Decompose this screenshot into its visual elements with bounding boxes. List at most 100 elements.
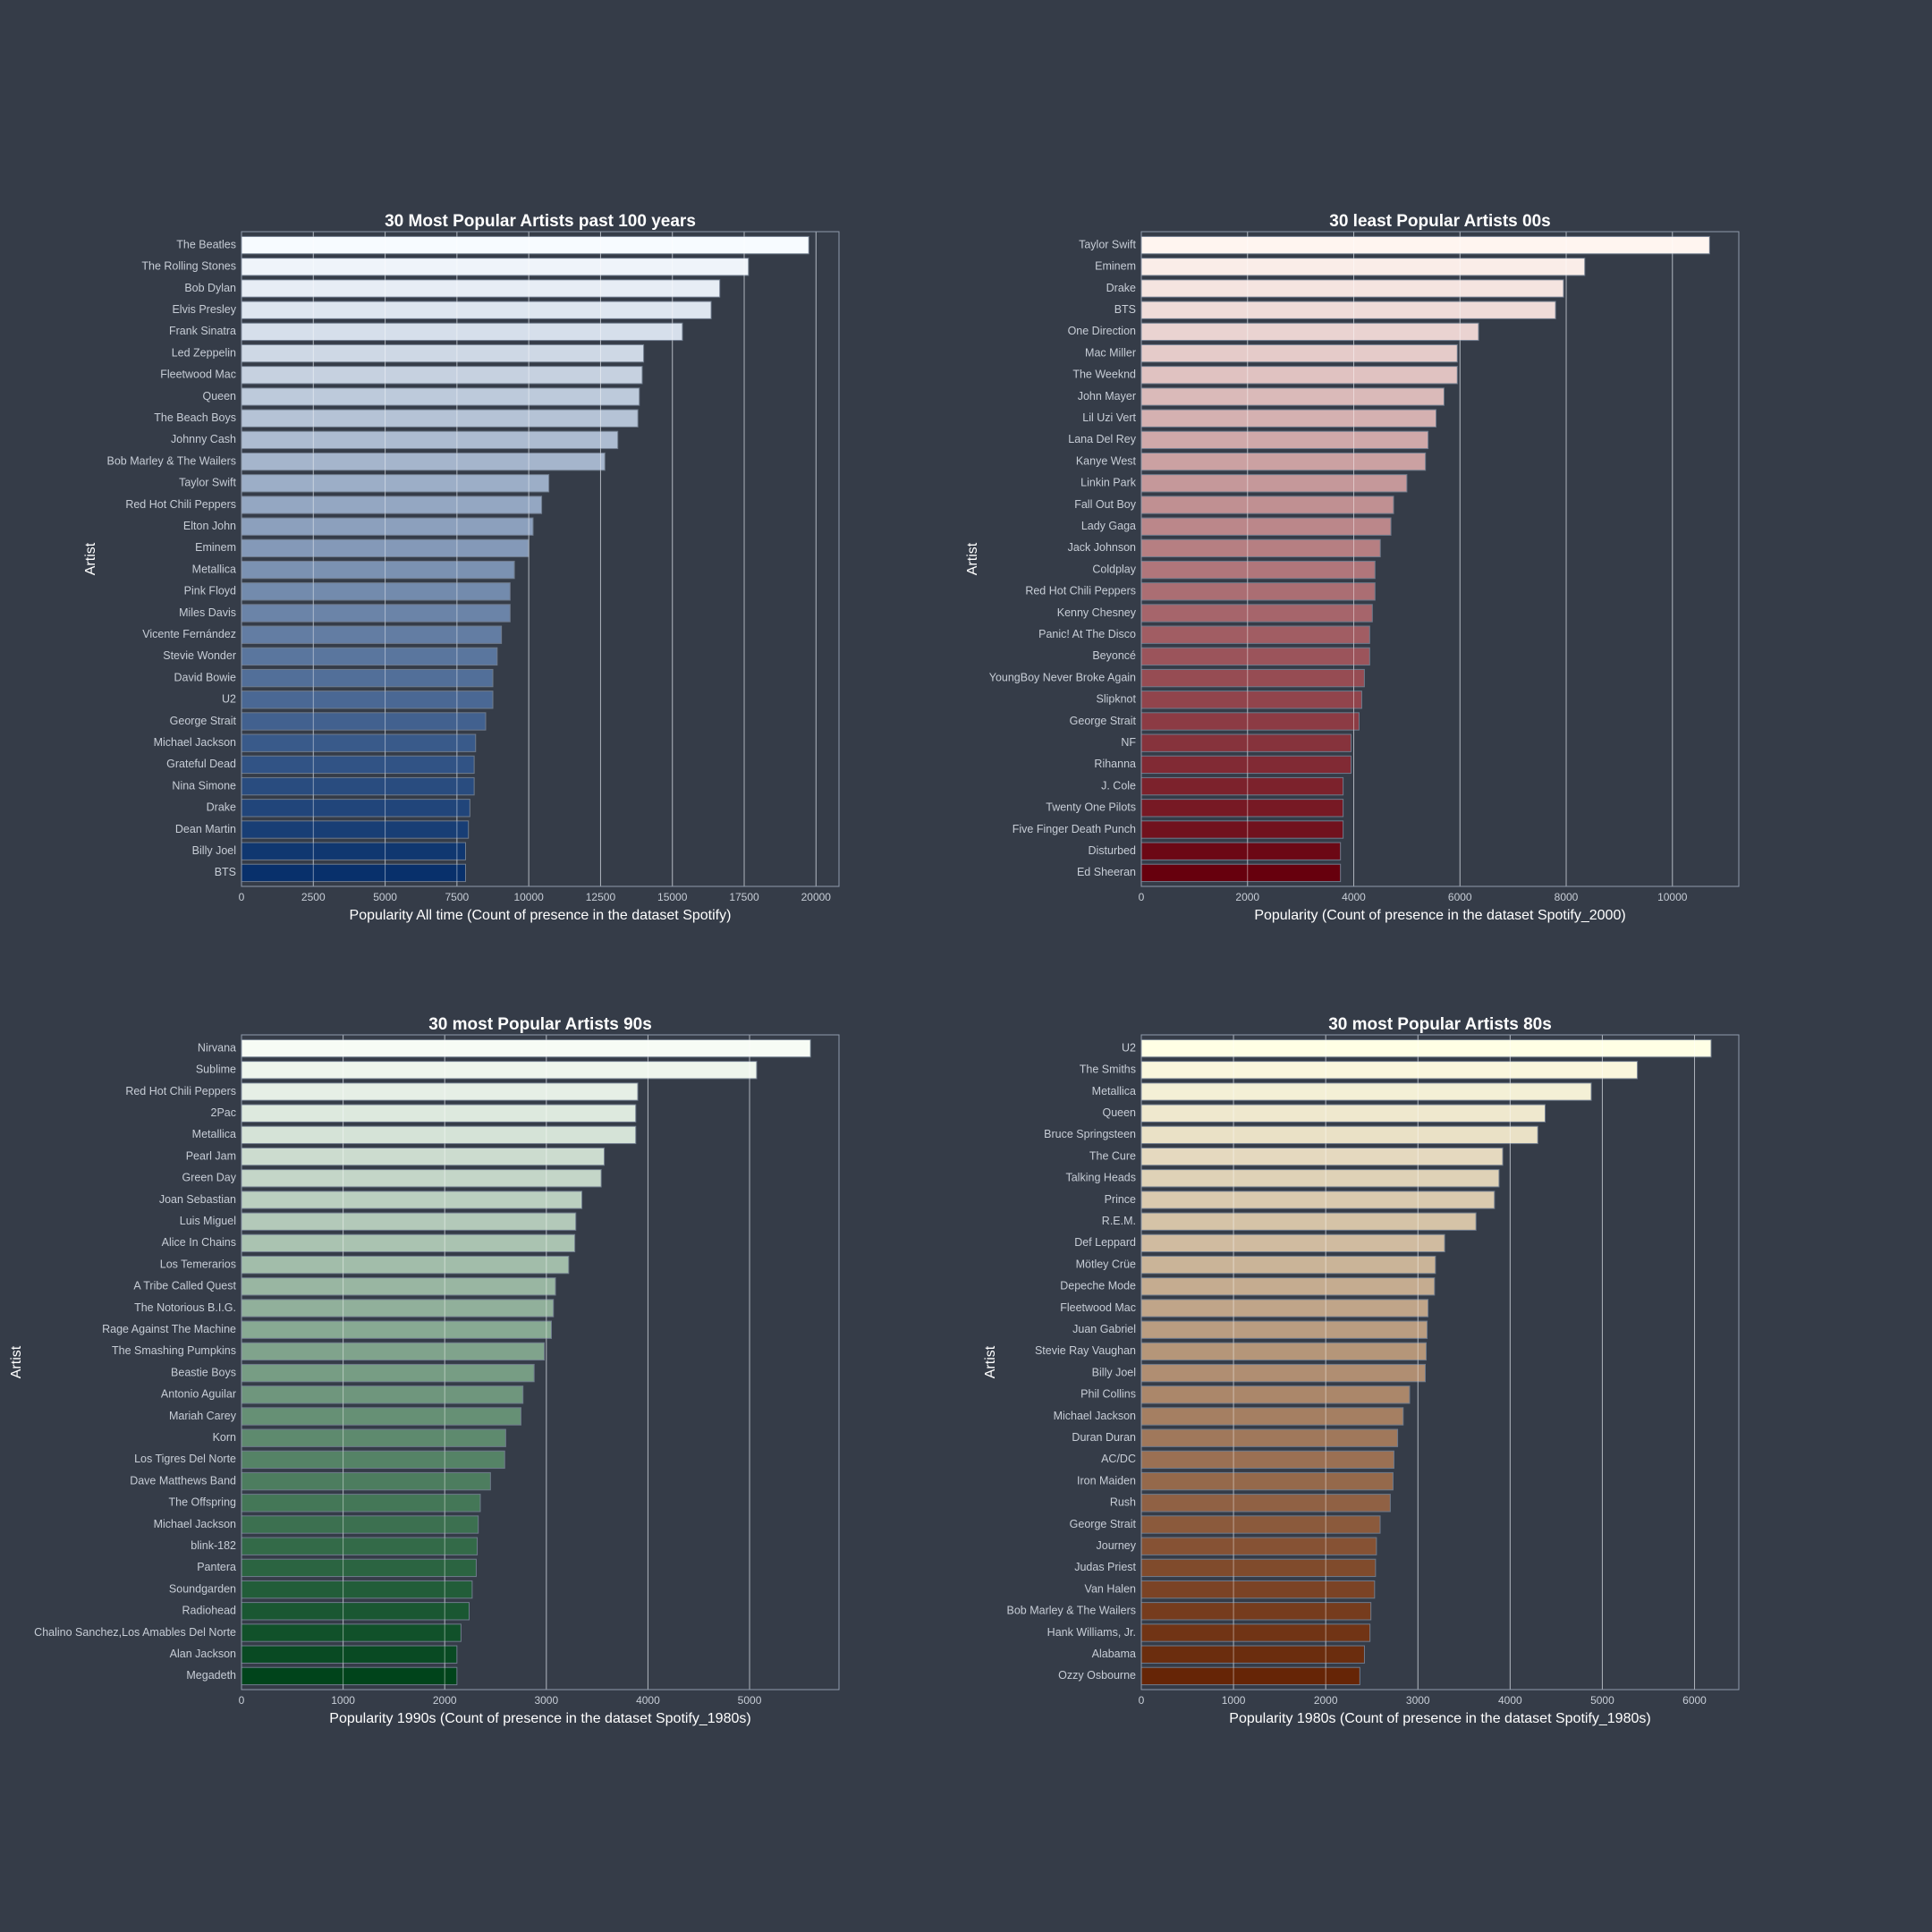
category-label: The Weeknd [1072,369,1136,381]
x-tick-label: 10000 [1657,891,1688,903]
bar [1140,1061,1639,1080]
bar [241,452,606,471]
bar [1140,279,1564,298]
bar [241,235,809,255]
bar [1140,387,1445,406]
bar [241,1558,477,1578]
bar [1140,1428,1399,1447]
category-label: Iron Maiden [1077,1474,1136,1487]
bar [1140,430,1429,450]
category-label: Pantera [197,1561,236,1573]
bar [241,625,503,644]
x-tick-label: 2000 [1235,891,1259,903]
category-label: Rage Against The Machine [102,1323,236,1335]
bar [1140,1558,1377,1578]
bar [241,1450,505,1470]
bar [1140,1666,1360,1686]
category-label: Bob Marley & The Wailers [1007,1605,1137,1617]
x-tick-label: 2500 [301,891,326,903]
x-axis-label: Popularity 1990s (Count of presence in t… [329,1711,750,1726]
category-label: The Smiths [1080,1063,1136,1076]
category-label: One Direction [1068,325,1136,337]
bar [1140,366,1458,385]
category-label: Bob Marley & The Wailers [107,454,237,467]
x-tick-label: 6000 [1448,891,1472,903]
category-label: George Strait [170,715,237,727]
category-label: Drake [1106,282,1136,294]
x-tick-label: 2000 [1314,1694,1338,1707]
bar [241,366,643,385]
category-label: Stevie Wonder [163,649,236,662]
category-label: Metallica [192,563,236,575]
category-label: The Smashing Pumpkins [112,1344,236,1357]
category-label: Queen [1102,1106,1136,1119]
bar [1140,733,1352,752]
category-label: blink-182 [191,1539,236,1552]
y-axis-label: Artist [9,1345,24,1378]
bar [241,301,712,319]
bar [1140,1645,1365,1664]
x-tick-label: 10000 [513,891,544,903]
bar [241,1342,546,1361]
category-label: Depeche Mode [1060,1280,1136,1292]
bar [241,387,640,406]
bar [1140,863,1342,883]
category-label: Dave Matthews Band [130,1474,236,1487]
x-tick-label: 4000 [1342,891,1366,903]
category-label: BTS [215,866,236,878]
x-axis-label: Popularity 1980s (Count of presence in t… [1229,1711,1650,1726]
category-label: Rihanna [1094,758,1136,770]
category-label: The Offspring [168,1496,236,1509]
category-label: The Rolling Stones [141,260,236,273]
bar [1140,496,1394,514]
category-label: Elton John [183,520,236,532]
bar [1140,712,1360,731]
chart-panel-1: The Beatles The Rolling Stones Bob Dylan El… [83,212,840,923]
bar [241,1104,637,1123]
x-tick-label: 6000 [1682,1694,1707,1707]
category-label: Megadeth [186,1669,236,1682]
bar [241,1471,491,1491]
bar [1140,1342,1428,1361]
category-label: Bob Dylan [184,282,236,294]
category-label: U2 [222,693,236,706]
bar [1140,1537,1377,1555]
category-label: Taylor Swift [1079,238,1136,250]
category-label: Van Halen [1085,1582,1136,1595]
category-label: Billy Joel [192,844,236,857]
category-label: Michael Jackson [154,1518,236,1530]
category-label: Taylor Swift [179,477,236,489]
bar [1140,1191,1496,1209]
category-label: Ozzy Osbourne [1058,1669,1136,1682]
category-label: Mac Miller [1085,346,1136,359]
category-label: Ed Sheeran [1077,866,1136,878]
category-label: Twenty One Pilots [1046,801,1136,814]
plot-frame [1140,1034,1740,1690]
bar [241,799,470,818]
category-label: Grateful Dead [166,758,236,770]
category-label: Frank Sinatra [169,325,236,337]
category-label: Rush [1110,1496,1136,1509]
bar [241,1580,473,1599]
bar [1140,1038,1712,1058]
bar [241,776,475,796]
bar [241,1277,556,1296]
bar [1140,560,1376,580]
category-label: Johnny Cash [171,433,236,445]
bar [241,1147,606,1166]
bar [1140,1169,1500,1188]
category-label: Phil Collins [1080,1388,1136,1401]
x-tick-label: 17500 [729,891,759,903]
bar [241,322,683,342]
category-label: Dean Martin [175,823,236,835]
bar [241,409,639,428]
category-label: Eminem [195,541,236,554]
bar [241,647,498,666]
category-label: Duran Duran [1072,1431,1136,1444]
category-label: Beastie Boys [171,1366,236,1378]
category-label: Metallica [192,1128,236,1140]
bar [1140,452,1427,471]
category-label: Juan Gabriel [1072,1323,1136,1335]
category-label: AC/DC [1101,1453,1136,1465]
